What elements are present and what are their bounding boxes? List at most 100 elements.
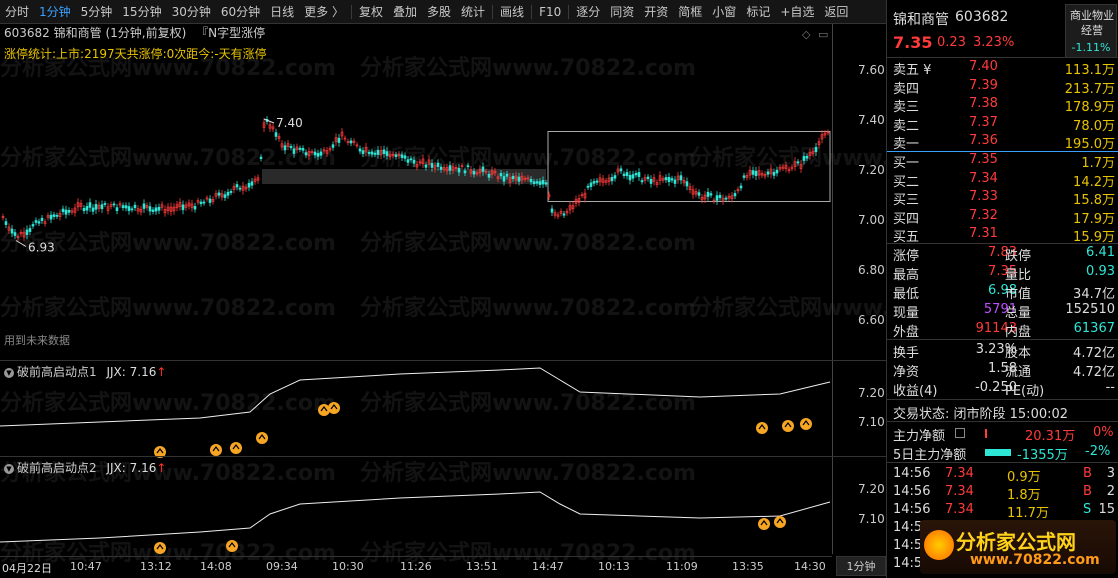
collapse-icon[interactable]: ▼ — [4, 463, 14, 474]
bid-row[interactable]: 买三 7.33 15.8万 — [887, 188, 1118, 208]
bid-row[interactable]: 买一 7.35 1.7万 — [887, 151, 1118, 171]
stock-code: 603682 — [955, 9, 1009, 25]
stat-label: 换手 — [893, 346, 920, 361]
indicator1-arrow: ↑ — [156, 365, 167, 379]
kline-chart[interactable]: 7.40 6.93 — [0, 24, 832, 556]
candle — [709, 193, 713, 196]
ask-row[interactable]: 卖一 7.36 195.0万 — [887, 132, 1118, 152]
signal-icon — [154, 446, 166, 458]
candle — [205, 197, 209, 200]
book-price: 7.39 — [969, 77, 998, 93]
flow-bar — [985, 429, 987, 438]
indicator2-line — [0, 491, 831, 543]
toolbar-item[interactable]: 逐分 — [576, 4, 601, 19]
toolbar-item[interactable]: 30分钟 — [171, 4, 211, 19]
candle — [67, 209, 71, 213]
candle — [670, 178, 674, 181]
tick-n: 3 — [1106, 466, 1115, 481]
time-label: 10:47 — [70, 560, 102, 573]
toolbar-item[interactable]: 日线 — [270, 4, 295, 19]
toolbar-item[interactable]: 叠加 — [393, 4, 418, 19]
candle — [28, 228, 32, 232]
toolbar-item[interactable]: 分时 — [5, 4, 30, 19]
candle — [571, 205, 575, 210]
bid-row[interactable]: 买二 7.34 14.2万 — [887, 170, 1118, 190]
candle — [637, 172, 641, 177]
candle — [616, 168, 620, 173]
candle — [778, 167, 782, 170]
ask-row[interactable]: 卖四 7.39 213.7万 — [887, 77, 1118, 97]
toolbar-item[interactable]: 返回 — [824, 4, 849, 19]
stat-label: 流通 — [1005, 365, 1032, 380]
period-selector[interactable]: 1分钟 — [836, 556, 886, 576]
toolbar-item[interactable]: 画线 — [500, 4, 525, 19]
candle — [619, 168, 623, 172]
ind2-ytick: 7.20 — [858, 482, 885, 496]
toolbar-item[interactable]: 小窗 — [712, 4, 737, 19]
candle — [148, 206, 152, 212]
indicator1-title[interactable]: ▼ 破前高启动点1 JJX: 7.16↑ — [4, 363, 166, 380]
bid-row[interactable]: 买四 7.32 17.9万 — [887, 207, 1118, 227]
toolbar-item[interactable]: 统计 — [461, 4, 486, 19]
candle — [409, 158, 413, 161]
candle — [271, 126, 275, 130]
indicator2-title[interactable]: ▼ 破前高启动点2 JJX: 7.16↑ — [4, 459, 166, 476]
candle — [541, 180, 545, 185]
bid-row[interactable]: 买五 7.31 15.9万 — [887, 225, 1118, 245]
candle — [46, 215, 50, 218]
ask-row[interactable]: 卖五 ¥ 7.40 113.1万 — [887, 58, 1118, 78]
candle — [136, 208, 140, 212]
flow5-row[interactable]: 5日主力净额 -1355万 -2% — [887, 443, 1118, 463]
candle — [1, 216, 5, 219]
candle — [805, 156, 809, 159]
toolbar-item[interactable]: 开资 — [644, 4, 669, 19]
toolbar-item[interactable]: 1分钟 — [39, 4, 71, 19]
toolbar-item[interactable]: 15分钟 — [122, 4, 162, 19]
candle — [652, 177, 656, 182]
candle — [208, 198, 212, 203]
candle — [688, 186, 692, 191]
candle — [274, 132, 278, 137]
diamond-icon[interactable]: ◇ — [802, 28, 811, 41]
candle — [280, 143, 284, 148]
ind1-ytick: 7.10 — [858, 415, 885, 429]
list-icon[interactable] — [955, 428, 965, 438]
divider — [887, 421, 1118, 422]
window-icon[interactable]: ▭ — [818, 28, 829, 41]
toolbar-item[interactable]: 标记 — [746, 4, 771, 19]
collapse-icon[interactable]: ▼ — [4, 367, 14, 378]
toolbar-item[interactable]: 同资 — [610, 4, 635, 19]
candle — [133, 204, 137, 209]
indicator-name[interactable]: 『N字型涨停 — [196, 26, 266, 40]
candle — [757, 170, 761, 176]
candle — [760, 172, 764, 176]
toolbar-item[interactable]: 更多 〉 — [304, 4, 344, 19]
signal-icon — [226, 540, 238, 552]
toolbar-item[interactable]: 复权 — [358, 4, 383, 19]
ask-row[interactable]: 卖二 7.37 78.0万 — [887, 114, 1118, 134]
toolbar-item[interactable]: +自选 — [780, 4, 815, 19]
signal-icon — [318, 404, 330, 416]
toolbar-item[interactable]: 5分钟 — [80, 4, 113, 19]
candle — [484, 170, 488, 173]
divider — [887, 57, 1118, 58]
candle — [379, 150, 383, 156]
toolbar-item[interactable]: 简框 — [678, 4, 703, 19]
candle — [577, 198, 581, 203]
candle — [568, 205, 572, 211]
candle — [763, 173, 767, 177]
candle — [649, 179, 653, 184]
candle — [676, 175, 680, 181]
main-flow-row[interactable]: 主力净额 20.31万 0% — [887, 424, 1118, 444]
toolbar-item[interactable]: F10 — [539, 4, 562, 19]
book-level-label: 卖五 ¥ — [893, 63, 932, 78]
candle — [550, 208, 554, 213]
candle — [403, 155, 407, 159]
toolbar-item[interactable]: 60分钟 — [220, 4, 261, 19]
book-price: 7.37 — [969, 114, 998, 130]
ask-row[interactable]: 卖三 7.38 178.9万 — [887, 95, 1118, 115]
time-axis: 04月22日 10:47 13:12 14:08 09:34 10:30 11:26 13:5… — [0, 556, 832, 578]
toolbar-item[interactable]: 多股 — [427, 4, 452, 19]
min-pointer — [15, 240, 27, 247]
tick-vol: 11.7万 — [1007, 506, 1049, 521]
